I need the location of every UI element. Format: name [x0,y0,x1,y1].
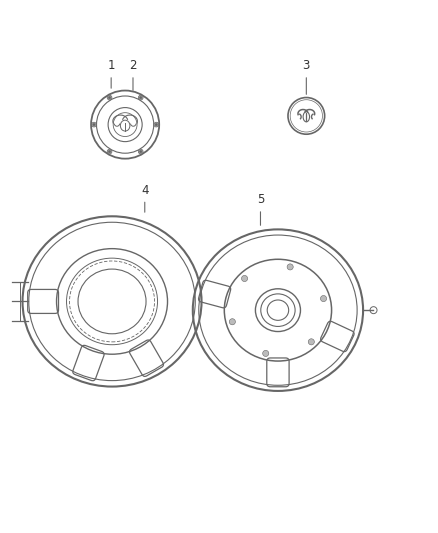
Circle shape [155,124,158,126]
Circle shape [93,124,95,126]
Circle shape [108,150,111,153]
Circle shape [287,264,293,270]
Circle shape [107,149,112,154]
Text: 4: 4 [141,184,148,212]
Text: 1: 1 [107,59,115,88]
Circle shape [108,96,111,99]
Text: 3: 3 [303,59,310,94]
Circle shape [154,122,159,127]
Circle shape [263,350,269,357]
Circle shape [308,339,314,345]
Circle shape [321,295,327,302]
Circle shape [230,319,235,325]
Circle shape [241,276,247,281]
Text: 5: 5 [257,193,264,225]
Circle shape [138,95,143,100]
Text: 2: 2 [129,59,137,91]
Circle shape [138,149,143,154]
Circle shape [140,96,142,99]
Circle shape [107,95,112,100]
Circle shape [92,122,96,127]
Circle shape [140,150,142,153]
